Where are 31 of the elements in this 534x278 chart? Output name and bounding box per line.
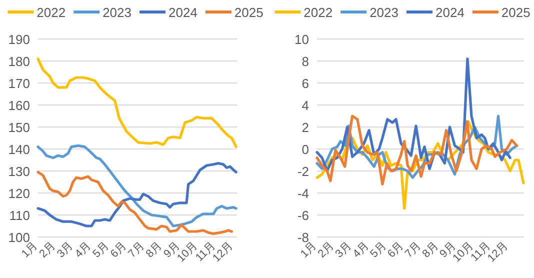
y-tick-label: 2	[302, 120, 309, 135]
legend-label: 2025	[501, 5, 530, 20]
legend-label: 2024	[436, 5, 464, 20]
line-series	[36, 144, 238, 228]
legend-label: 2023	[102, 5, 132, 20]
x-tick-label: 2月	[37, 240, 58, 260]
y-tick-label: 190	[8, 32, 30, 47]
y-tick-label: -6	[297, 208, 309, 223]
legend-label: 2022	[36, 5, 66, 20]
y-tick-label: 10	[294, 32, 309, 47]
legend-label: 2024	[168, 5, 198, 20]
y-tick-label: 130	[8, 164, 30, 179]
legend-label: 2025	[234, 5, 264, 20]
y-tick-label: -2	[297, 164, 309, 179]
y-tick-label: 140	[8, 142, 30, 157]
y-tick-label: 8	[302, 54, 309, 69]
y-tick-label: 170	[8, 76, 30, 91]
y-tick-label: 160	[8, 98, 30, 113]
line-series	[36, 170, 233, 235]
legend-label: 2022	[304, 5, 333, 20]
y-tick-label: 180	[8, 54, 30, 69]
line-series	[36, 58, 238, 148]
y-tick-label: 4	[302, 98, 309, 113]
legend-label: 2023	[370, 5, 398, 20]
y-tick-label: 110	[9, 208, 30, 223]
line-series	[36, 162, 238, 228]
y-tick-label: -4	[297, 186, 309, 201]
y-tick-label: 150	[8, 120, 30, 135]
y-tick-label: 120	[8, 186, 30, 201]
y-tick-label: 6	[302, 76, 309, 91]
y-tick-label: 0	[302, 142, 309, 157]
